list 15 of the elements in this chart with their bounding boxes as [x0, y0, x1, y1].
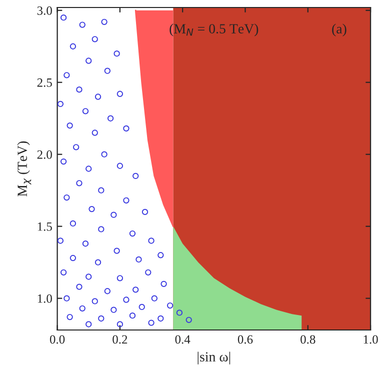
x-tick-label: 0.0 — [50, 335, 65, 344]
y-tick-label: 2.5 — [37, 78, 52, 87]
annotation: (a) — [332, 24, 346, 36]
annotation: (M$_{N}$ = 0.5 TeV) — [170, 24, 258, 36]
y-axis-title: M$_{χ}$ (TeV) — [17, 141, 32, 196]
y-tick-label: 3.0 — [37, 6, 52, 15]
x-tick-label: 0.6 — [238, 335, 253, 344]
x-tick-label: 0.4 — [175, 335, 190, 344]
y-tick-label: 1.0 — [38, 294, 52, 303]
y-tick-label: 1.5 — [38, 222, 52, 231]
x-tick-label: 1.0 — [364, 335, 378, 344]
y-tick-label: 2.0 — [37, 150, 52, 159]
x-tick-label: 0.2 — [112, 335, 128, 344]
x-axis-title: |sin ω| — [198, 352, 230, 364]
x-tick-label: 0.8 — [300, 335, 316, 344]
